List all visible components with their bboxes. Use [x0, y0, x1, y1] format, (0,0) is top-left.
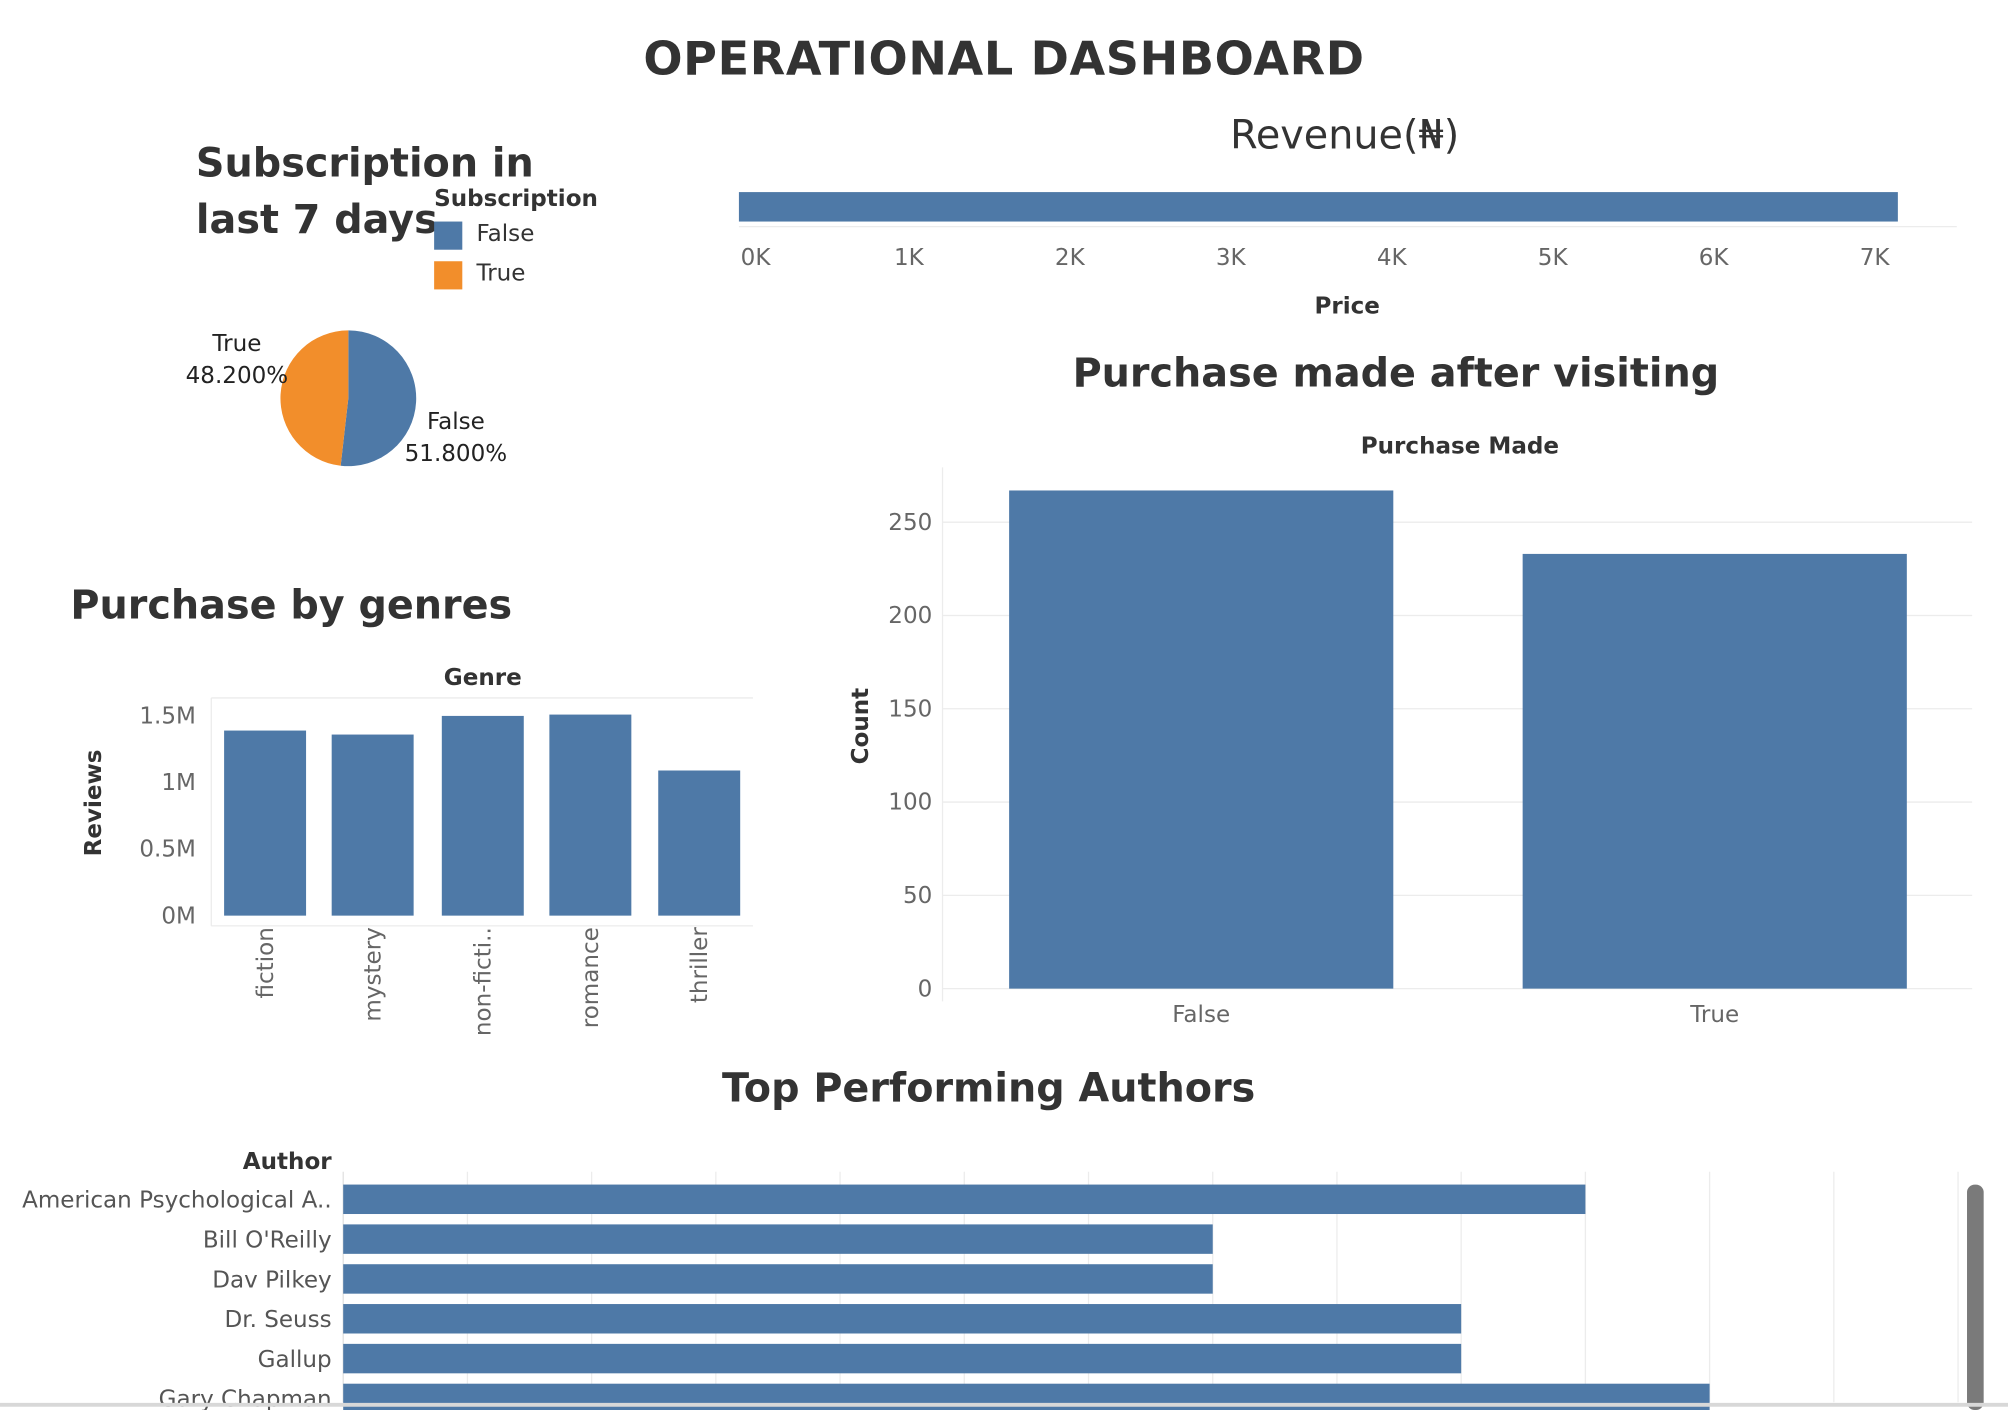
revenue-tick: 2K [1055, 245, 1086, 271]
author-bar[interactable] [343, 1304, 1462, 1334]
purchase-made-yticks: 0 50 100 150 200 250 [888, 510, 932, 1002]
legend-title: Subscription [434, 185, 598, 213]
revenue-ticks: 0K 1K 2K 3K 4K 5K 6K 7K [741, 245, 1891, 271]
purchase-made-chart: Purchase Made 0 50 100 150 200 250 False… [848, 433, 1973, 1028]
genres-xtick: mystery [360, 927, 386, 1021]
purchase-made-xtick: False [1172, 1002, 1230, 1028]
author-label: American Psychological A.. [22, 1188, 332, 1214]
purchase-made-bar[interactable] [1009, 490, 1394, 989]
genres-xtick: romance [578, 927, 604, 1028]
legend-swatch-false [434, 220, 463, 250]
purchase-made-title: Purchase made after visiting [1072, 350, 1720, 397]
genres-bar[interactable] [549, 714, 632, 916]
genres-ylabel: Reviews [81, 749, 107, 856]
revenue-xlabel: Price [1314, 294, 1379, 320]
genres-bar[interactable] [658, 770, 741, 916]
revenue-bar[interactable] [738, 192, 1898, 222]
subscription-title-line1: Subscription in [195, 140, 534, 187]
genres-xtick: non-ficti.. [470, 927, 496, 1036]
pie-label-true-percent: 48.200% [186, 363, 289, 389]
author-label: Dr. Seuss [224, 1307, 331, 1333]
author-label: Bill O'Reilly [203, 1227, 332, 1253]
pie-label-false-percent: 51.800% [405, 441, 508, 467]
subscription-pie-chart: True 48.200% False 51.800% [186, 330, 508, 467]
genres-bar[interactable] [331, 734, 414, 916]
purchase-made-ytick: 200 [888, 603, 932, 629]
pie-label-true-name: True [211, 331, 261, 357]
revenue-tick: 3K [1216, 245, 1247, 271]
dashboard-title: OPERATIONAL DASHBOARD [643, 33, 1365, 86]
pie-slice-false[interactable] [340, 330, 417, 467]
author-bar[interactable] [343, 1264, 1213, 1294]
revenue-tick: 0K [741, 245, 772, 271]
authors-header: Author [243, 1149, 333, 1175]
genres-ytick: 0M [161, 903, 196, 929]
legend-label-true: True [476, 259, 526, 287]
genres-bar[interactable] [441, 715, 524, 916]
purchase-made-ytick: 50 [903, 883, 932, 909]
author-bar[interactable] [343, 1343, 1462, 1374]
purchase-made-ytick: 250 [888, 510, 932, 536]
genres-xtick: thriller [687, 927, 713, 1004]
purchase-made-ylabel: Count [848, 688, 874, 765]
revenue-tick: 5K [1538, 245, 1569, 271]
pie-label-false-name: False [427, 409, 485, 435]
author-bar[interactable] [343, 1184, 1586, 1215]
genres-ytick: 0.5M [139, 837, 196, 863]
genres-bars [224, 714, 741, 916]
genres-ytick: 1M [161, 770, 196, 796]
purchase-made-ytick: 100 [888, 790, 932, 816]
revenue-tick: 1K [894, 245, 925, 271]
genres-ytick: 1.5M [139, 704, 196, 730]
subscription-title: Subscription in last 7 days [196, 136, 534, 249]
purchase-made-bar[interactable] [1522, 553, 1907, 989]
subscription-title-line2: last 7 days [195, 197, 438, 244]
legend-item-false[interactable]: False [434, 220, 598, 260]
revenue-tick: 6K [1699, 245, 1730, 271]
purchase-made-ytick: 150 [888, 696, 932, 722]
author-label: Gallup [258, 1347, 332, 1373]
genres-yticks: 0M 0.5M 1M 1.5M [139, 704, 196, 930]
author-bar[interactable] [343, 1224, 1213, 1254]
genres-bar[interactable] [224, 730, 307, 916]
genres-xticks: fiction mystery non-ficti.. romance thri… [253, 927, 713, 1036]
legend-item-true[interactable]: True [434, 260, 598, 300]
revenue-tick: 4K [1377, 245, 1408, 271]
revenue-tick: 7K [1860, 245, 1891, 271]
genres-header: Genre [444, 665, 522, 691]
authors-scrollbar[interactable] [1967, 1184, 1984, 1410]
purchase-made-ytick: 0 [918, 976, 933, 1002]
purchase-made-header: Purchase Made [1361, 433, 1559, 459]
genres-chart: Genre 0M 0.5M 1M 1.5M fiction mystery no… [81, 665, 753, 1036]
authors-bars [343, 1184, 1710, 1410]
purchase-made-xtick: True [1689, 1002, 1739, 1028]
authors-title: Top Performing Authors [722, 1065, 1256, 1112]
genres-title: Purchase by genres [70, 582, 513, 629]
purchase-made-bars [1009, 490, 1907, 989]
revenue-title: Revenue(₦) [1230, 112, 1460, 159]
authors-labels: American Psychological A.. Bill O'Reilly… [22, 1188, 332, 1410]
genres-grid [210, 697, 753, 927]
authors-chart: Author American Psychological A.. Bill O… [0, 1149, 2008, 1410]
pie-slice-true[interactable] [280, 330, 349, 466]
author-label: Dav Pilkey [212, 1267, 331, 1293]
revenue-chart: 0K 1K 2K 3K 4K 5K 6K 7K Price [738, 192, 1957, 320]
legend-swatch-true [434, 260, 463, 289]
subscription-legend: Subscription False True [434, 186, 598, 300]
genres-xtick: fiction [253, 927, 279, 998]
legend-label-false: False [476, 220, 535, 248]
